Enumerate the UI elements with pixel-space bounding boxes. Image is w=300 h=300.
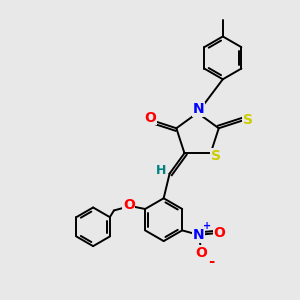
Text: N: N xyxy=(192,102,204,116)
Text: O: O xyxy=(144,111,156,125)
Text: O: O xyxy=(196,246,207,260)
Text: O: O xyxy=(123,197,135,212)
Text: S: S xyxy=(243,113,253,128)
Text: N: N xyxy=(193,228,204,242)
Text: +: + xyxy=(203,221,211,231)
Text: H: H xyxy=(156,164,166,176)
Text: -: - xyxy=(208,254,214,269)
Text: S: S xyxy=(211,149,221,163)
Text: O: O xyxy=(213,226,225,240)
